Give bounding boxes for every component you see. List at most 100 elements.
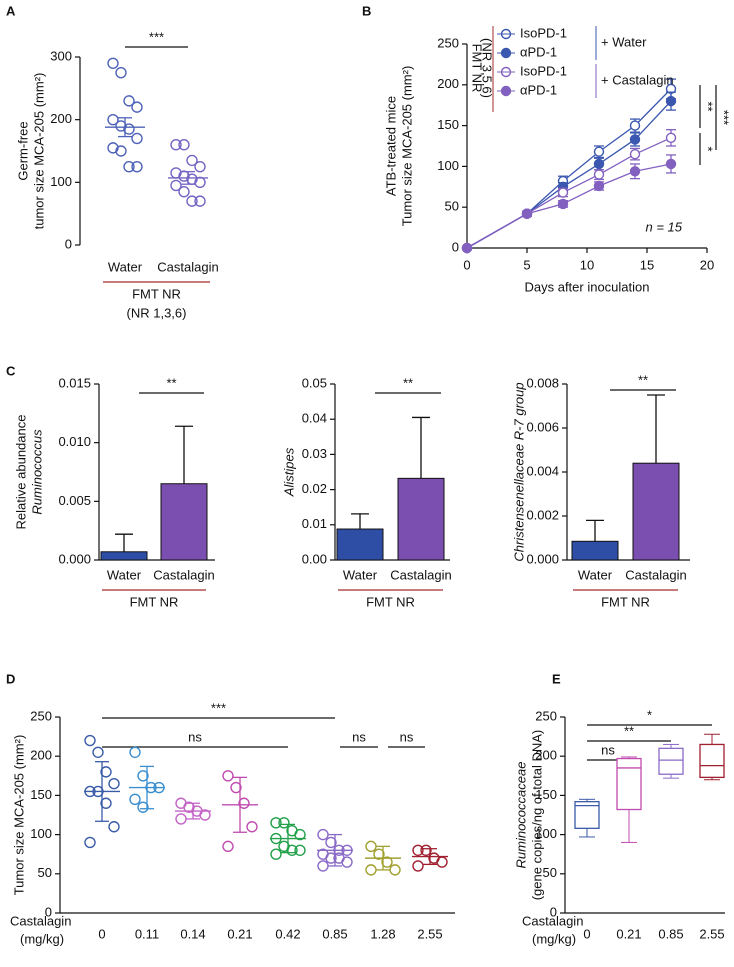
data-point [137, 801, 149, 813]
y-tick-label: 0.002 [526, 507, 559, 522]
y-tick-label: 0.03 [302, 446, 327, 461]
significance-label: *** [149, 29, 164, 44]
x-tick-label: 15 [640, 257, 654, 272]
data-point [170, 179, 182, 192]
y-axis-title: (gene copies/ng of total DNA) [529, 730, 544, 901]
y-tick-label: 250 [437, 35, 459, 50]
y-tick-label: 0.00 [302, 551, 327, 566]
x-tick-label: 0.21 [616, 926, 641, 941]
y-tick-label: 0.05 [302, 375, 327, 390]
data-point [100, 766, 112, 778]
data-point [593, 146, 605, 157]
x-axis-title: Castalagin [10, 913, 71, 928]
data-point [100, 797, 112, 809]
group-label: FMT NR [601, 594, 650, 609]
data-point [270, 817, 282, 829]
data-point [294, 828, 306, 841]
box [699, 743, 725, 779]
panel-letter: E [552, 671, 561, 686]
y-tick-label: 300 [50, 48, 72, 63]
x-tick-label: 5 [523, 257, 530, 272]
legend-note: (NR 3,5,6) [480, 38, 495, 98]
significance-label: * [701, 146, 716, 151]
y-tick-label: 0.01 [302, 516, 327, 531]
data-point [108, 821, 120, 833]
significance-label: ns [188, 729, 202, 744]
panel-letter: C [6, 363, 16, 378]
x-tick-label: 0.42 [275, 926, 300, 941]
significance-label: ns [601, 742, 615, 757]
y-axis-title: Alistipes [281, 447, 296, 497]
legend-label: IsoPD-1 [520, 25, 567, 40]
y-tick-label: 100 [50, 174, 72, 189]
x-tick-label: 0.85 [658, 926, 683, 941]
data-point [123, 95, 135, 107]
y-tick-label: 0.006 [526, 419, 559, 434]
data-point [365, 864, 377, 876]
y-tick-label: 150 [30, 787, 52, 802]
y-tick-label: 100 [535, 826, 557, 841]
x-tick-label: Castalagin [390, 567, 451, 582]
bar [632, 462, 680, 561]
x-tick-label: Castalagin [625, 567, 686, 582]
x-tick-label: Water [578, 567, 613, 582]
significance-label: ** [624, 723, 634, 738]
series-line [466, 163, 672, 249]
legend-group-label: + Castalagin [601, 72, 674, 87]
x-tick-label: Castalagin [157, 259, 218, 274]
y-tick-label: 0.000 [526, 551, 559, 566]
data-point [92, 746, 104, 758]
x-tick-label: 0.85 [322, 926, 347, 941]
data-point [270, 848, 282, 860]
data-point [129, 746, 141, 758]
significance-label: ** [166, 375, 176, 390]
y-tick-label: 200 [437, 76, 459, 91]
x-tick-label: 0.21 [227, 926, 252, 941]
y-axis-title: Ruminococcaceae [513, 762, 528, 869]
y-axis-title: ATB-treated mice [383, 96, 398, 196]
y-axis-title: tumor size MCA-205 (mm²) [31, 73, 46, 230]
series-line [466, 137, 672, 249]
data-point [412, 844, 424, 856]
data-point [593, 169, 605, 180]
x-axis-title: (mg/kg) [20, 931, 64, 946]
data-point [389, 864, 401, 876]
data-point [131, 132, 143, 145]
data-point [629, 166, 641, 177]
panel-letter: A [6, 3, 16, 18]
data-point [108, 777, 120, 790]
group-label: FMT NR [130, 594, 179, 609]
y-tick-label: 0.04 [302, 411, 327, 426]
legend-label: αPD-1 [520, 44, 557, 59]
data-point [137, 770, 149, 782]
y-tick-label: 0.015 [58, 375, 91, 390]
panel-letter: D [6, 671, 15, 686]
x-axis-title: (mg/kg) [532, 931, 576, 946]
data-point [246, 821, 258, 833]
bar [571, 540, 619, 561]
significance-label: *** [717, 110, 732, 125]
data-point [115, 145, 127, 157]
data-point [186, 154, 198, 167]
y-tick-label: 0.005 [58, 493, 91, 508]
x-tick-label: 0.14 [180, 926, 205, 941]
y-tick-label: 150 [535, 787, 557, 802]
data-point [436, 856, 448, 868]
y-tick-label: 200 [30, 748, 52, 763]
data-point [365, 840, 377, 853]
legend-note: FMT NR [470, 44, 485, 93]
data-point [317, 828, 329, 841]
y-tick-label: 0.02 [302, 481, 327, 496]
data-point [131, 101, 143, 113]
significance-label: *** [211, 700, 226, 715]
data-point [286, 844, 298, 856]
data-point [123, 160, 135, 173]
y-tick-label: 50 [38, 865, 52, 880]
y-tick-label: 0.004 [526, 463, 559, 478]
y-tick-label: 50 [543, 865, 557, 880]
y-tick-label: 0 [550, 904, 557, 919]
data-point [294, 844, 306, 856]
data-point [593, 180, 605, 192]
data-point [170, 139, 182, 151]
